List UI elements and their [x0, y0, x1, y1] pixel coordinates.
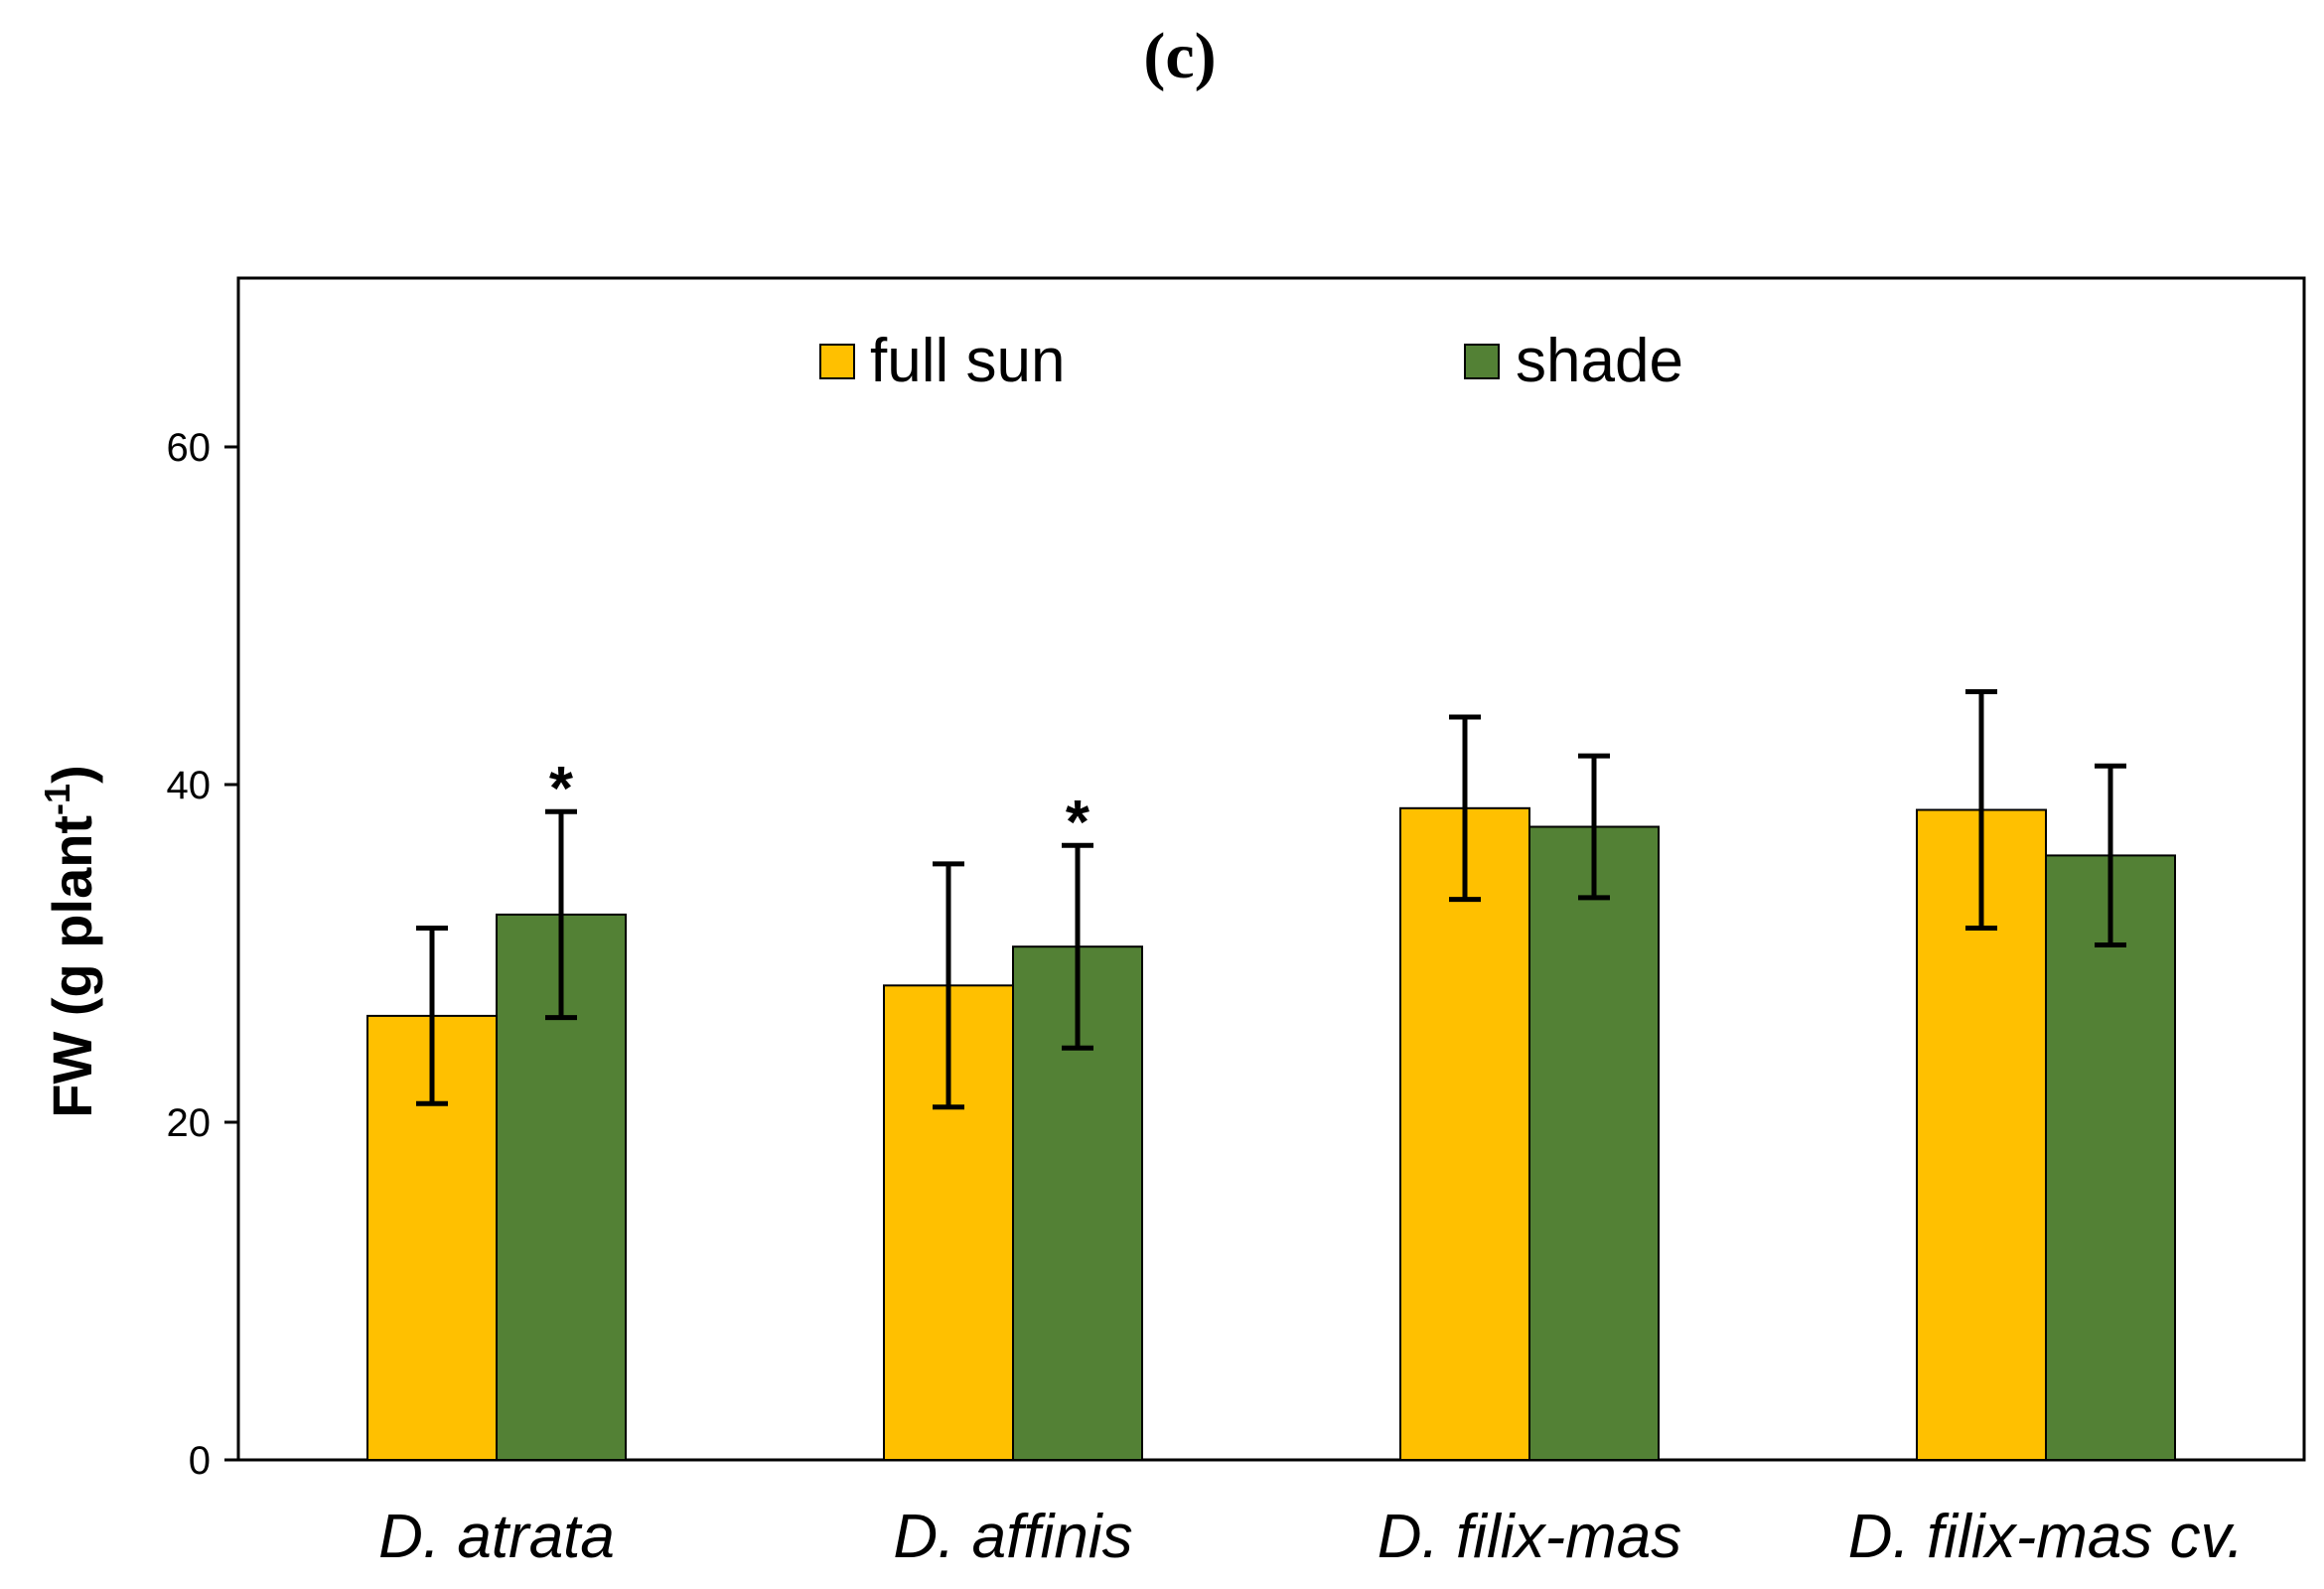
- category-label: D. atrata: [378, 1503, 615, 1571]
- significance-asterisk: *: [1066, 789, 1090, 857]
- y-axis-label-close: ): [41, 765, 103, 784]
- y-axis-label-superscript: -1: [37, 784, 77, 815]
- legend-swatch-shade: [1464, 344, 1500, 379]
- bar-shade-2: [1528, 825, 1660, 1461]
- category-labels-layer: D. atrata D. affinis D. filix-mas D. filix-…: [378, 1503, 2244, 1571]
- significance-asterisk: *: [549, 755, 574, 823]
- bar-full-sun-2: [1399, 806, 1530, 1461]
- plot-area-frame: [236, 276, 2306, 1462]
- legend-label-shade: shade: [1516, 327, 1683, 395]
- y-tick-label: 60: [167, 426, 212, 470]
- y-tick-label: 20: [167, 1101, 212, 1145]
- bars-layer: [366, 806, 2176, 1462]
- axis-layer: 0 20 40 60: [167, 426, 238, 1483]
- bar-shade-3: [2045, 854, 2176, 1461]
- legend-swatch-full-sun: [819, 344, 855, 379]
- category-label: D. affinis: [893, 1503, 1132, 1571]
- legend: full sun shade: [819, 327, 1683, 395]
- annotations-layer: * *: [549, 755, 1090, 857]
- panel-label: (c): [1143, 20, 1216, 92]
- category-label: D. filix-mas: [1378, 1503, 1682, 1571]
- category-label: D. filix-mas cv.: [1848, 1503, 2244, 1571]
- error-bars-layer: [416, 689, 2126, 1110]
- legend-label-full-sun: full sun: [870, 327, 1065, 395]
- y-axis-label: FW (g plant-1): [37, 765, 103, 1117]
- y-tick-label: 40: [167, 764, 212, 807]
- y-tick-label: 0: [189, 1439, 211, 1483]
- y-axis-label-main: FW (g plant: [41, 815, 103, 1118]
